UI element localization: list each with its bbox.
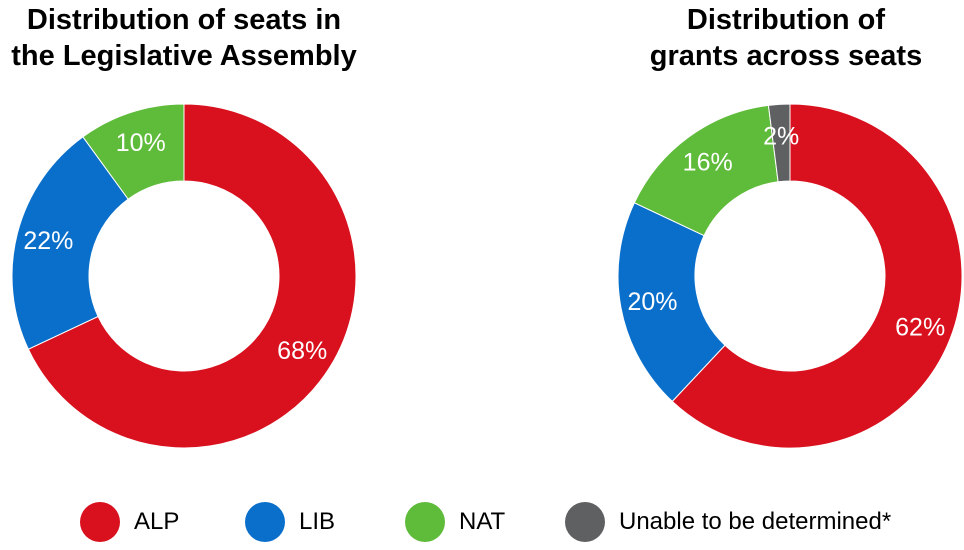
slice-label-chart1-lib: 22%	[23, 227, 73, 255]
slice-chart2-alp	[671, 103, 963, 449]
legend-swatch-unable-to-be-determined	[565, 502, 605, 542]
legend-swatch-lib	[245, 502, 285, 542]
slice-label-chart2-nat: 16%	[683, 149, 733, 177]
slice-chart1-alp	[27, 103, 357, 449]
slice-label-chart1-nat: 10%	[116, 129, 166, 157]
slice-label-chart2-unable-to-be-determined: 2%	[763, 122, 799, 150]
slice-chart2-lib	[617, 202, 726, 403]
legend-label-lib: LIB	[299, 508, 336, 535]
legend-item-alp: ALP	[80, 500, 179, 544]
slice-chart1-lib	[11, 136, 129, 350]
chart-title-seats: Distribution of seats in the Legislative…	[11, 4, 357, 72]
legend-swatch-nat	[405, 502, 445, 542]
chart-title-grants: Distribution of grants across seats	[649, 4, 923, 72]
slice-label-chart1-alp: 68%	[277, 337, 327, 365]
legend-item-nat: NAT	[405, 500, 505, 544]
legend-item-unable-to-be-determined: Unable to be determined*	[565, 500, 891, 544]
slice-label-chart2-alp: 62%	[895, 314, 945, 342]
legend: ALP LIB NAT Unable to be determined*	[0, 500, 964, 550]
legend-label-nat: NAT	[459, 508, 506, 535]
slice-label-chart2-lib: 20%	[627, 288, 677, 316]
legend-label-alp: ALP	[134, 508, 180, 535]
legend-item-lib: LIB	[245, 500, 335, 544]
slice-chart2-unable-to-be-determined	[767, 103, 791, 183]
legend-label-unable-to-be-determined: Unable to be determined*	[619, 508, 892, 535]
slice-chart1-nat	[82, 103, 185, 200]
legend-swatch-alp	[80, 502, 120, 542]
